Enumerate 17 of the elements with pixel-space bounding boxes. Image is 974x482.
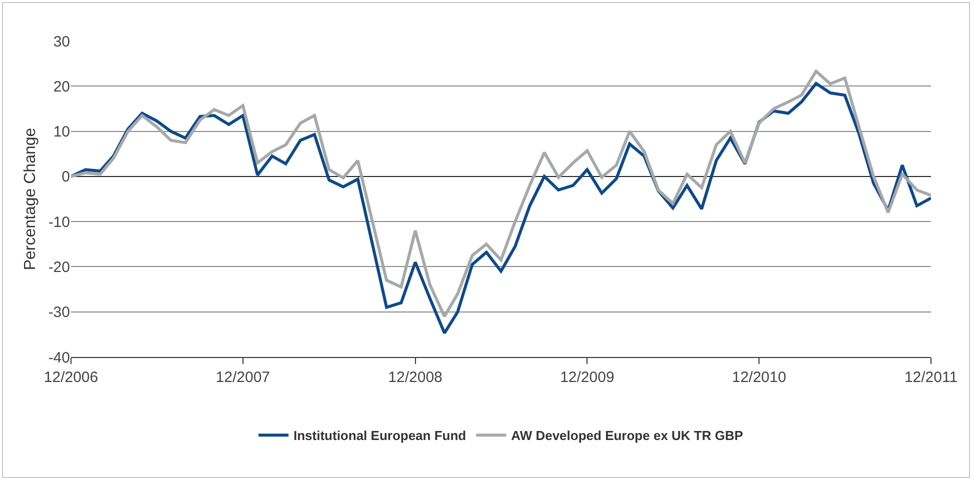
y-tick-label: -30 [48, 304, 70, 322]
y-tick-label: -10 [48, 214, 70, 231]
y-tick-label: -20 [48, 258, 70, 276]
x-tick-label: 12/2006 [44, 369, 98, 386]
legend-label: Institutional European Fund [294, 428, 466, 444]
x-tick-label: 12/2008 [388, 369, 442, 386]
x-tick-label: 12/2011 [904, 369, 958, 386]
y-tick-label: 30 [53, 33, 70, 50]
legend-label: AW Developed Europe ex UK TR GBP [511, 428, 744, 444]
y-tick-label: 10 [53, 124, 70, 141]
y-axis-title: Percentage Change [22, 128, 40, 270]
y-tick-label: 20 [53, 78, 70, 96]
y-tick-label: -40 [48, 349, 70, 366]
x-tick-label: 12/2010 [732, 369, 786, 386]
x-tick-label: 12/2007 [216, 369, 270, 386]
x-tick-label: 12/2009 [560, 369, 614, 386]
y-tick-label: 0 [62, 168, 70, 186]
